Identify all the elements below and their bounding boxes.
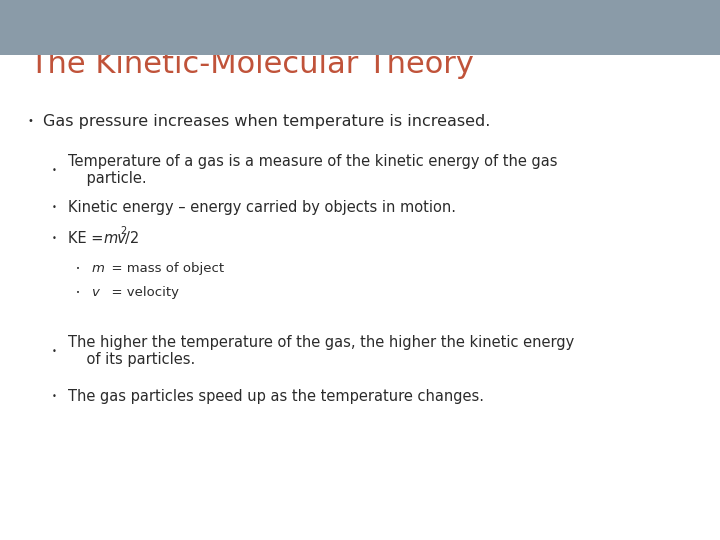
Text: •: • xyxy=(52,204,57,212)
Text: •: • xyxy=(76,266,80,272)
Text: v: v xyxy=(91,286,99,299)
Text: •: • xyxy=(52,234,57,243)
Text: Kinetic energy – energy carried by objects in motion.: Kinetic energy – energy carried by objec… xyxy=(68,200,456,215)
Text: mv: mv xyxy=(104,231,127,246)
Text: •: • xyxy=(52,347,57,355)
Text: Temperature of a gas is a measure of the kinetic energy of the gas
    particle.: Temperature of a gas is a measure of the… xyxy=(68,154,557,186)
Text: /2: /2 xyxy=(125,231,140,246)
Bar xyxy=(0,0,720,55)
Text: The gas particles speed up as the temperature changes.: The gas particles speed up as the temper… xyxy=(68,389,484,404)
Text: •: • xyxy=(27,117,33,126)
Text: •: • xyxy=(52,166,57,174)
Text: 2: 2 xyxy=(120,226,127,235)
Text: = mass of object: = mass of object xyxy=(103,262,224,275)
Text: The higher the temperature of the gas, the higher the kinetic energy
    of its : The higher the temperature of the gas, t… xyxy=(68,335,574,367)
Text: m: m xyxy=(91,262,104,275)
Text: = velocity: = velocity xyxy=(103,286,179,299)
Text: •: • xyxy=(52,393,57,401)
Text: KE =: KE = xyxy=(68,231,108,246)
Text: Gas pressure increases when temperature is increased.: Gas pressure increases when temperature … xyxy=(43,114,490,129)
Text: •: • xyxy=(76,289,80,296)
Text: The Kinetic-Molecular Theory: The Kinetic-Molecular Theory xyxy=(29,50,474,79)
